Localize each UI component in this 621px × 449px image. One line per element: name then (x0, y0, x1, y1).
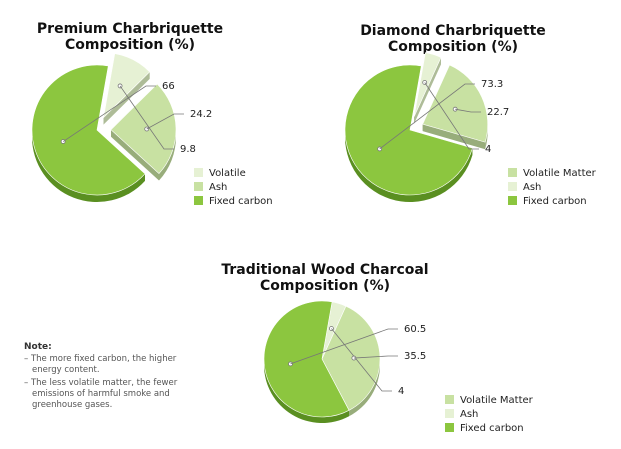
leader-line (119, 85, 174, 150)
pie-slice-edge (110, 129, 159, 181)
chart-title-line: Composition (%) (388, 39, 518, 55)
note-title: Note: (24, 342, 52, 352)
leader-line (331, 328, 392, 392)
legend-swatch (445, 395, 454, 404)
note-line-2: – The less volatile matter, the fewer em… (24, 378, 178, 410)
data-label: 4 (398, 386, 404, 397)
pie-slice-ash (413, 52, 442, 117)
legend-label: Ash (523, 182, 541, 193)
legend-swatch (445, 423, 454, 432)
pie-slice-side (158, 129, 176, 181)
pie-slice-side (264, 359, 350, 423)
leader-line (62, 85, 156, 142)
chart-title-line: Composition (%) (260, 278, 390, 294)
note-box: Note: – The more fixed carbon, the highe… (24, 342, 199, 413)
legend-label: Volatile Matter (523, 168, 597, 179)
pie-slice-ash (110, 83, 177, 174)
chart-title-line: Traditional Wood Charcoal (221, 262, 428, 278)
legend-swatch (194, 182, 203, 191)
pie-slice-volatile-matter (321, 305, 381, 411)
legend-swatch (508, 196, 517, 205)
leader-line (146, 113, 184, 130)
leader-line (353, 355, 398, 359)
data-label: 60.5 (404, 324, 426, 335)
legend-label: Fixed carbon (460, 423, 524, 434)
legend-label: Volatile (209, 168, 246, 179)
data-label: 66 (162, 81, 175, 92)
data-label: 35.5 (404, 351, 426, 362)
legend-swatch (194, 168, 203, 177)
legend-label: Volatile Matter (460, 395, 534, 406)
leader-line (379, 83, 475, 150)
chart-title-line: Premium Charbriquette (37, 21, 223, 37)
legend-swatch (508, 182, 517, 191)
data-label: 73.3 (481, 79, 503, 90)
data-label: 22.7 (487, 107, 509, 118)
pie-slice-edge (422, 124, 486, 150)
chart-title-line: Composition (%) (65, 37, 195, 53)
data-label: 4 (485, 144, 491, 155)
leader-line (424, 82, 479, 150)
legend-swatch (508, 168, 517, 177)
legend-label: Ash (209, 182, 227, 193)
note-line-1: – The more fixed carbon, the higher ener… (24, 354, 177, 375)
chart-title-line: Diamond Charbriquette (360, 23, 546, 39)
pie-slice-edge (103, 71, 150, 125)
pie-slice-fixed-carbon (263, 300, 350, 418)
pie-slice-fixed-carbon (31, 64, 146, 196)
legend-label: Fixed carbon (209, 196, 273, 207)
pie-slice-edge (414, 57, 441, 124)
legend-swatch (445, 409, 454, 418)
legend-label: Fixed carbon (523, 196, 587, 207)
pie-slice-side (349, 359, 380, 417)
pie-slice-volatile (103, 53, 151, 119)
pie-slice-side (485, 124, 488, 150)
data-label: 9.8 (180, 144, 196, 155)
leader-line (455, 108, 481, 113)
pie-slice-fixed-carbon (344, 64, 473, 196)
leader-line (290, 328, 398, 365)
legend-label: Ash (460, 409, 478, 420)
legend-swatch (194, 196, 203, 205)
data-label: 24.2 (190, 109, 212, 120)
